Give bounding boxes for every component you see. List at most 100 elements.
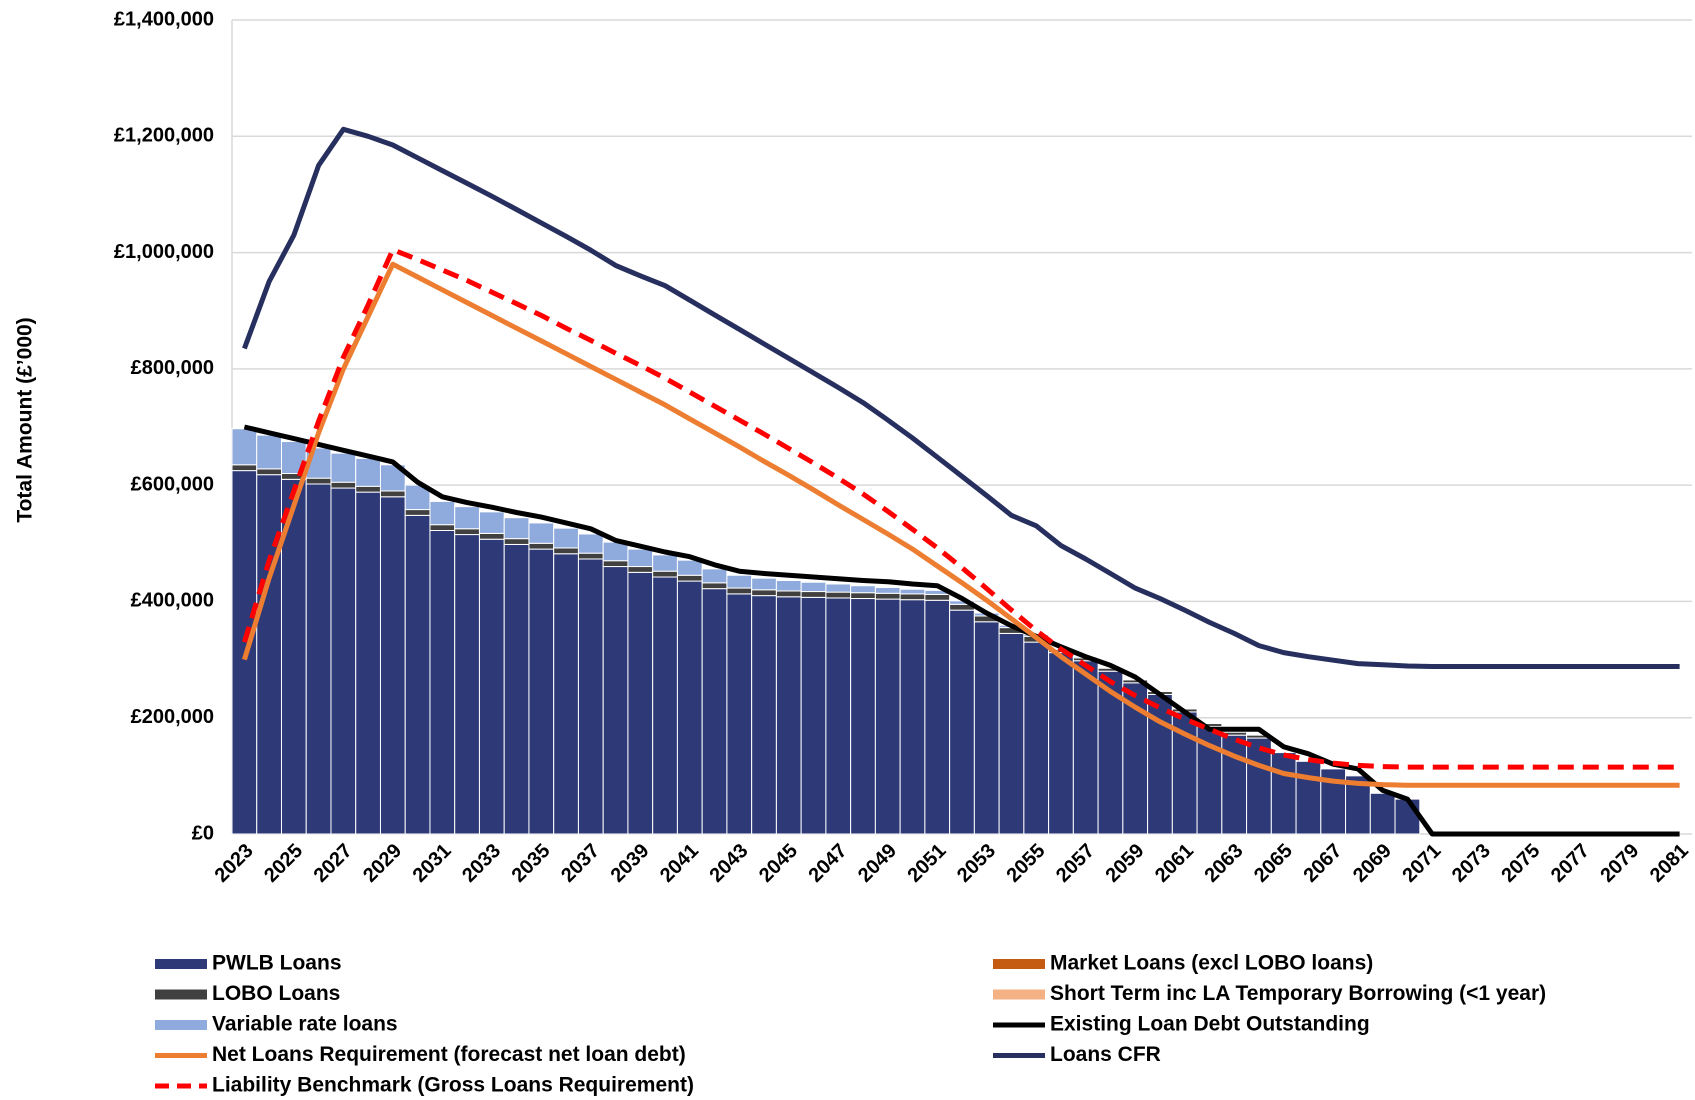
- bar-segment: [726, 574, 753, 589]
- bar-segment: [454, 528, 480, 536]
- legend-label: Net Loans Requirement (forecast net loan…: [212, 1043, 686, 1066]
- bar-segment: [429, 524, 456, 531]
- x-tick-label: 2077: [1547, 840, 1594, 887]
- bar-segment: [775, 596, 802, 835]
- bar-segment: [1394, 798, 1421, 835]
- bar-segment: [1270, 752, 1297, 835]
- bar-segment: [330, 481, 357, 489]
- bar-segment: [1023, 641, 1050, 835]
- bar-segment: [627, 571, 654, 835]
- y-tick-label: £800,000: [131, 357, 214, 379]
- bar-segment: [899, 588, 926, 595]
- bar-segment: [825, 591, 852, 599]
- bar-segment: [652, 576, 678, 835]
- y-axis-title: Total Amount (£’000): [14, 317, 37, 522]
- bar-segment: [800, 591, 827, 598]
- bar-segment: [751, 595, 777, 835]
- bar-segment: [305, 483, 332, 835]
- x-tick-label: 2027: [310, 840, 357, 887]
- bar-segment: [874, 592, 901, 600]
- bar-segment: [330, 452, 357, 483]
- bar-segment: [528, 548, 555, 835]
- x-tick-label: 2029: [359, 840, 406, 887]
- bar-segment: [701, 588, 728, 835]
- bar-segment: [280, 478, 307, 835]
- x-tick-label: 2067: [1299, 840, 1346, 887]
- legend-label: Variable rate loans: [212, 1013, 398, 1036]
- x-tick-label: 2049: [854, 840, 901, 887]
- x-tick-label: 2081: [1646, 840, 1693, 887]
- legend-label: PWLB Loans: [212, 952, 342, 975]
- bar-segment: [825, 597, 852, 835]
- x-tick-label: 2037: [557, 840, 604, 887]
- bar-segment: [503, 543, 530, 835]
- bar-segment: [701, 568, 728, 584]
- bar-segment: [751, 577, 777, 591]
- line: [243, 424, 1680, 837]
- bar-segment: [503, 517, 530, 540]
- bar-segment: [478, 511, 505, 534]
- bar-segment: [652, 570, 678, 578]
- bar-segment: [973, 621, 1000, 835]
- x-tick-label: 2039: [607, 840, 654, 887]
- bar-segment: [577, 533, 604, 554]
- x-tick-label: 2059: [1101, 840, 1148, 887]
- bar-segment: [553, 527, 579, 549]
- bar-segment: [577, 552, 604, 560]
- x-tick-label: 2023: [211, 840, 258, 887]
- legend-swatch: [993, 989, 1045, 1000]
- bar-segment: [602, 560, 629, 568]
- bar-segment: [998, 632, 1025, 835]
- x-tick-label: 2051: [904, 840, 951, 887]
- x-tick-label: 2075: [1497, 840, 1544, 887]
- bar-segment: [355, 457, 381, 487]
- bar-segment: [874, 586, 901, 594]
- bar-segment: [404, 514, 431, 835]
- bar-segment: [652, 554, 678, 572]
- bar-segment: [1072, 660, 1099, 835]
- bar-segment: [577, 558, 604, 835]
- bar-segment: [528, 522, 555, 544]
- bar-segment: [330, 487, 357, 835]
- x-tick-label: 2041: [656, 840, 703, 887]
- line: [242, 261, 1680, 788]
- bar-segment: [429, 529, 456, 835]
- x-tick-label: 2045: [755, 840, 802, 887]
- bar-segment: [726, 587, 753, 595]
- bar-segment: [256, 468, 282, 476]
- x-tick-label: 2025: [260, 840, 307, 887]
- bar-segment: [850, 585, 876, 594]
- bar-segment: [775, 590, 802, 598]
- legend-label: Existing Loan Debt Outstanding: [1050, 1013, 1370, 1036]
- bar-segment: [478, 538, 505, 835]
- bar-segment: [676, 559, 703, 576]
- bar-segment: [775, 579, 802, 592]
- x-tick-label: 2035: [508, 840, 555, 887]
- bar-segment: [676, 580, 703, 835]
- bar-segment: [1369, 792, 1396, 835]
- bar-segment: [1295, 760, 1322, 835]
- bar-segment: [800, 581, 827, 593]
- bar-segment: [602, 566, 629, 835]
- bar-segment: [553, 553, 579, 835]
- bar-segment: [379, 496, 406, 835]
- x-tick-label: 2033: [458, 840, 505, 887]
- x-tick-label: 2043: [706, 840, 753, 887]
- bar-segment: [726, 593, 753, 835]
- legend-label: LOBO Loans: [212, 982, 340, 1005]
- legend-label: Short Term inc LA Temporary Borrowing (<…: [1050, 982, 1546, 1005]
- bar-segment: [924, 599, 951, 835]
- bar-segment: [256, 474, 282, 835]
- y-tick-label: £1,200,000: [114, 125, 214, 147]
- legend-swatch: [993, 959, 1045, 969]
- bar-segment: [355, 485, 381, 493]
- bar-segment: [553, 547, 579, 555]
- bar-segment: [627, 566, 654, 573]
- bar-segment: [379, 490, 406, 498]
- bar-segment: [528, 542, 555, 550]
- y-tick-label: £1,400,000: [114, 8, 214, 30]
- bar-segment: [256, 434, 282, 470]
- bar-segment: [231, 464, 258, 472]
